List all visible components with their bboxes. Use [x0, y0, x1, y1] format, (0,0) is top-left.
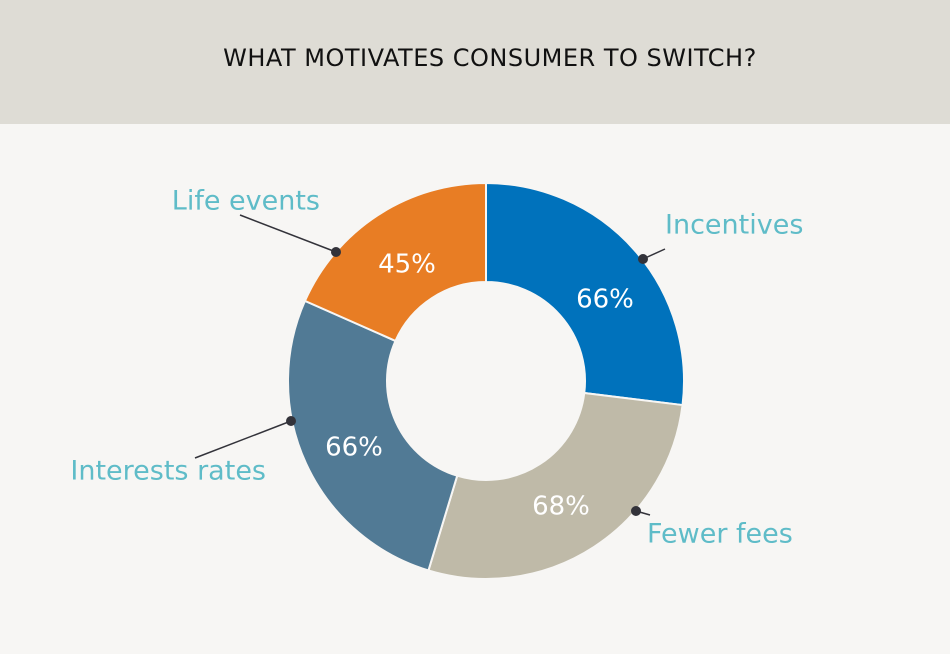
- slice-category-label: Fewer fees: [647, 519, 793, 550]
- slice-incentives: [485, 181, 685, 407]
- leader-line: [239, 214, 337, 253]
- slice-value-label: 66%: [576, 285, 634, 315]
- slice-life-events: [303, 181, 487, 343]
- slice-value-label: 68%: [532, 492, 590, 522]
- slice-value-label: 45%: [378, 250, 436, 280]
- slice-category-label: Interests rates: [70, 456, 266, 487]
- slice-category-label: Life events: [172, 186, 320, 217]
- slice-value-label: 66%: [325, 433, 383, 463]
- leader-line: [194, 420, 292, 459]
- leader-dot: [286, 416, 296, 426]
- title-banner: WHAT MOTIVATES CONSUMER TO SWITCH?: [0, 0, 950, 124]
- leader-dot: [331, 247, 341, 257]
- slice-interests-rates: [287, 299, 459, 572]
- leader-dot: [638, 254, 648, 264]
- leader-dot: [631, 506, 641, 516]
- slice-category-label: Incentives: [665, 210, 803, 241]
- slice-fewer-fees: [427, 391, 684, 580]
- chart-title: WHAT MOTIVATES CONSUMER TO SWITCH?: [223, 44, 757, 72]
